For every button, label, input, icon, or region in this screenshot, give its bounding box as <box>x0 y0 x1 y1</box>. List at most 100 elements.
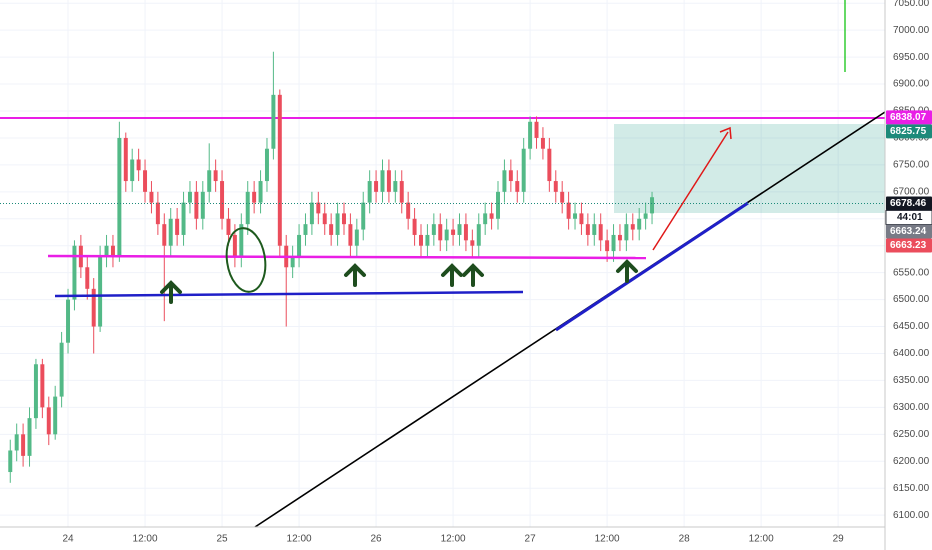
candle-body <box>72 245 77 300</box>
price-tag-label: 6825.75 <box>890 126 927 137</box>
candle-body <box>258 181 263 203</box>
price-tag-label: 6663.23 <box>890 240 927 251</box>
labels: 6100.00 6150.00 6200.00 6250.00 6300.00 6350.… <box>62 0 932 545</box>
y-tick-label: 6400.00 <box>893 348 930 359</box>
candle-body <box>579 213 584 225</box>
candle-body <box>476 224 481 246</box>
candle-body <box>59 342 64 397</box>
candle-body <box>14 434 19 451</box>
candle-body <box>483 213 488 225</box>
candle-body <box>508 170 513 182</box>
candle-body <box>335 213 340 235</box>
candle-body <box>168 218 173 246</box>
candle-body <box>264 148 269 182</box>
candle-body <box>553 181 558 192</box>
y-tick-label: 6100.00 <box>893 510 930 521</box>
candle-body <box>412 218 417 235</box>
candle-body <box>213 170 218 182</box>
candle-body <box>33 364 38 419</box>
candle-body <box>560 191 565 203</box>
candle-body <box>226 218 231 235</box>
candle-body <box>617 234 622 241</box>
candle-body <box>316 202 321 214</box>
candles <box>8 51 655 483</box>
candle-body <box>489 213 494 219</box>
candle-body <box>162 224 167 246</box>
candle-body <box>303 224 308 235</box>
candle-body <box>534 121 539 138</box>
candle-body <box>155 202 160 225</box>
x-tick-label: 26 <box>371 534 383 545</box>
support-line-lower <box>54 290 524 298</box>
candle-body <box>27 418 32 456</box>
countdown: 44:01 <box>897 212 923 223</box>
candle-body <box>149 191 154 203</box>
candle-body <box>220 181 225 219</box>
grid <box>0 0 885 527</box>
candle-body <box>528 121 533 149</box>
candle-body <box>175 218 180 235</box>
x-tick-label: 28 <box>679 534 691 545</box>
candle-body <box>630 224 635 230</box>
candle-body <box>643 213 648 219</box>
y-tick-label: 7000.00 <box>893 25 930 36</box>
candle-body <box>85 267 90 289</box>
candle-body <box>361 202 366 230</box>
price-tag-label: 6838.07 <box>890 112 927 123</box>
candle-body <box>598 224 603 241</box>
candle-body <box>585 224 590 235</box>
x-tick-label: 12:00 <box>749 534 774 545</box>
candle-body <box>566 202 571 219</box>
y-tick-label: 7050.00 <box>893 0 930 9</box>
candle-body <box>277 94 282 246</box>
candle-body <box>341 213 346 225</box>
candle-body <box>444 229 449 241</box>
target-zone <box>614 124 885 213</box>
candle-body <box>232 234 237 257</box>
y-tick-label: 6350.00 <box>893 375 930 386</box>
y-tick-label: 6250.00 <box>893 429 930 440</box>
candle-body <box>104 245 109 257</box>
candle-body <box>187 191 192 203</box>
candle-body <box>650 197 655 214</box>
candle-body <box>117 137 122 257</box>
x-tick-label: 12:00 <box>287 534 312 545</box>
candle-body <box>521 148 526 192</box>
price-tag-label: 6678.46 <box>890 198 927 209</box>
candle-body <box>380 170 385 192</box>
candle-body <box>431 224 436 235</box>
candle-body <box>66 299 71 343</box>
price-tag <box>886 224 932 239</box>
price-tag <box>886 124 932 139</box>
candle-body <box>386 170 391 192</box>
x-tick-label: 27 <box>525 534 537 545</box>
candle-body <box>605 240 610 252</box>
y-tick-label: 6700.00 <box>893 186 930 197</box>
candle-body <box>496 191 501 219</box>
candle-body <box>502 170 507 192</box>
y-tick-label: 6150.00 <box>893 483 930 494</box>
candle-body <box>123 137 128 182</box>
candle-body <box>374 181 379 192</box>
candle-body <box>540 137 545 149</box>
candle-body <box>470 240 475 246</box>
x-tick-label: 24 <box>62 534 74 545</box>
candle-body <box>573 213 578 219</box>
y-tick-label: 6200.00 <box>893 456 930 467</box>
candle-body <box>21 434 26 456</box>
candle-body <box>463 224 468 241</box>
candle-body <box>8 450 13 473</box>
x-tick-label: 12:00 <box>133 534 158 545</box>
candle-body <box>425 234 430 246</box>
candle-body <box>53 396 58 435</box>
candle-body <box>143 170 148 192</box>
price-tag <box>886 238 932 253</box>
price-tag <box>886 110 932 125</box>
candle-body <box>438 224 443 241</box>
candle-body <box>40 364 45 408</box>
candle-body <box>367 181 372 203</box>
candle-body <box>515 181 520 192</box>
y-tick-label: 6950.00 <box>893 52 930 63</box>
candle-body <box>406 202 411 219</box>
y-tick-label: 6500.00 <box>893 294 930 305</box>
